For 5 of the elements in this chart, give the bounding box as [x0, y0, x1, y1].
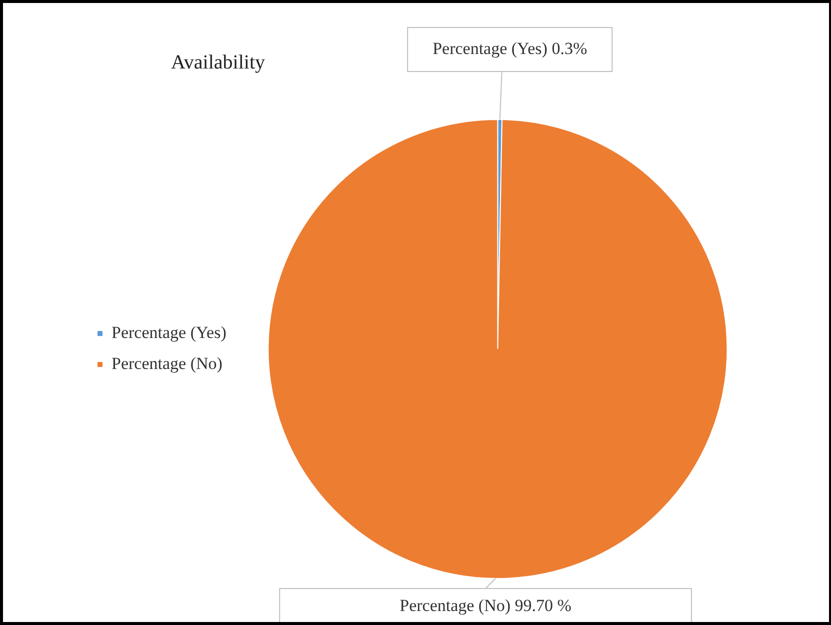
- data-label: Percentage (Yes) 0.3%: [432, 38, 588, 58]
- legend-label: Percentage (No): [112, 354, 222, 373]
- data-label: Percentage (No) 99.70 %: [400, 596, 572, 615]
- legend-label: Percentage (Yes): [112, 322, 226, 342]
- text: Availability: [170, 51, 266, 74]
